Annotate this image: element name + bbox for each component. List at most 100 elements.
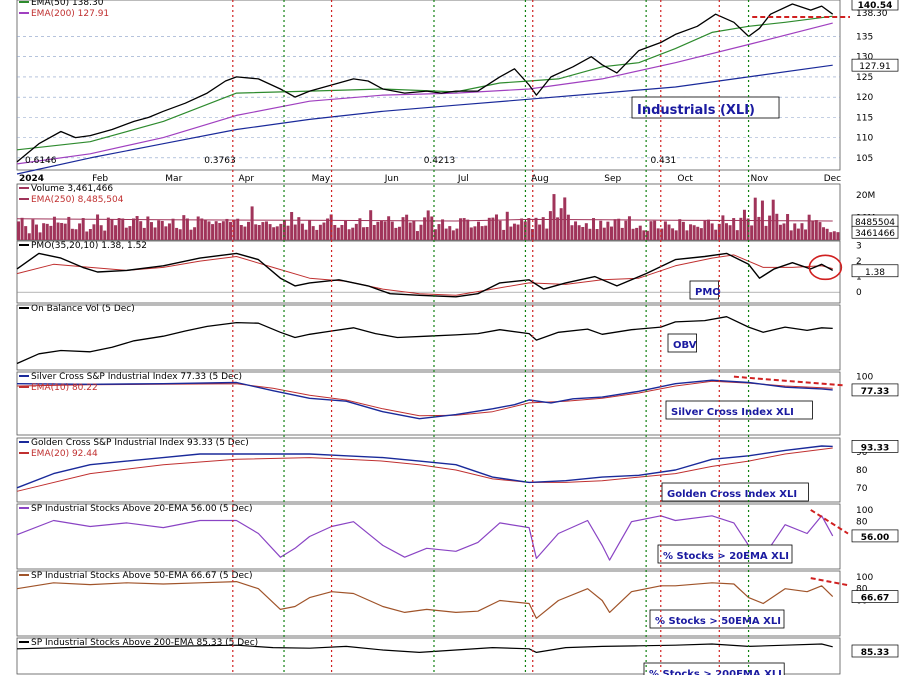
volume-bar xyxy=(42,223,46,240)
volume-bar xyxy=(663,221,667,240)
pmo-value-label: 1.38 xyxy=(865,268,885,278)
volume-bar xyxy=(264,221,268,240)
volume-bar xyxy=(279,223,283,240)
volume-bar xyxy=(592,218,596,240)
volume-bar xyxy=(340,224,344,240)
price-line xyxy=(16,3,834,163)
pct200-badge: % Stocks > 200EMA XLI xyxy=(649,669,782,675)
volume-bar xyxy=(631,228,635,240)
silver-ytick: 100 xyxy=(856,373,873,383)
volume-bar xyxy=(437,224,441,240)
volume-bar xyxy=(121,218,125,240)
volume-bar xyxy=(724,223,728,240)
volume-bar xyxy=(836,232,840,240)
price-low-label: 0.431 xyxy=(650,156,676,166)
volume-bar xyxy=(538,224,542,240)
volume-bar xyxy=(390,221,394,240)
golden-ema-line xyxy=(16,447,833,492)
pmo-signal-line xyxy=(16,254,833,296)
price-panel-frame xyxy=(16,0,841,171)
silver-legend-0: Silver Cross S&P Industrial Index 77.33 … xyxy=(31,372,242,382)
volume-bar xyxy=(433,229,437,240)
volume-bar xyxy=(358,218,362,240)
volume-bar xyxy=(800,223,804,240)
price-ema50-value: 138.30 xyxy=(856,9,888,19)
pct50-value-label: 66.67 xyxy=(861,594,889,604)
volume-bar xyxy=(671,228,675,240)
volume-bar xyxy=(778,224,782,240)
volume-bar xyxy=(229,221,233,240)
volume-bar xyxy=(211,224,215,240)
volume-bar xyxy=(329,214,333,240)
volume-bar xyxy=(527,218,531,240)
volume-bar xyxy=(804,229,808,240)
volume-bar xyxy=(444,228,448,240)
pct200-legend-swatch xyxy=(19,641,29,643)
volume-bar xyxy=(394,227,398,240)
golden-legend-1: EMA(20) 92.44 xyxy=(31,449,98,459)
volume-bar xyxy=(322,222,326,240)
x-axis-label: Dec xyxy=(824,174,841,184)
volume-last-value-label: 3461466 xyxy=(855,229,895,239)
volume-bar xyxy=(336,227,340,240)
volume-bar xyxy=(243,226,247,240)
obv-line xyxy=(16,316,833,365)
volume-bar xyxy=(782,223,786,240)
obv-legend-0: On Balance Vol (5 Dec) xyxy=(31,304,135,314)
silver-badge-box xyxy=(665,400,813,420)
volume-bar xyxy=(293,224,297,240)
price-ytick: 125 xyxy=(856,73,873,83)
volume-bar xyxy=(480,226,484,240)
volume-ema-line xyxy=(16,218,833,222)
volume-bar xyxy=(789,230,793,240)
volume-bar xyxy=(487,217,491,240)
pct20-badge: % Stocks > 20EMA XLI xyxy=(663,551,789,562)
volume-bar xyxy=(347,229,351,240)
volume-bar xyxy=(63,223,67,240)
price-legend-swatch xyxy=(19,12,29,14)
volume-bar xyxy=(117,218,121,240)
silver-index-line xyxy=(16,379,833,420)
volume-bar xyxy=(771,199,775,240)
volume-bar xyxy=(811,220,815,240)
volume-bar xyxy=(732,218,736,240)
volume-bar xyxy=(627,216,631,240)
volume-ema-value-label: 8485504 xyxy=(855,218,895,228)
volume-ytick: 20M xyxy=(856,191,875,201)
volume-bar xyxy=(829,232,833,240)
pmo-legend-0: PMO(35,20,10) 1.38, 1.52 xyxy=(31,241,147,251)
volume-bar xyxy=(239,224,243,240)
price-ema200-line xyxy=(16,22,833,165)
silver-value-label: 77.33 xyxy=(861,387,889,397)
volume-bar xyxy=(750,225,754,240)
pmo-badge-box xyxy=(689,280,720,300)
pct200-value-box xyxy=(851,644,899,658)
pct50-value-box xyxy=(851,590,899,603)
volume-bar xyxy=(502,229,506,240)
volume-bar xyxy=(60,222,64,240)
volume-bar xyxy=(764,225,768,240)
volume-bar xyxy=(365,227,369,240)
volume-bar xyxy=(466,219,470,240)
volume-bar xyxy=(599,220,603,240)
volume-bar xyxy=(344,220,348,240)
volume-bar xyxy=(678,219,682,240)
price-close-value-box xyxy=(851,0,899,11)
volume-bar xyxy=(67,216,71,240)
price-ytick: 110 xyxy=(856,134,873,144)
volume-bar xyxy=(405,214,409,240)
price-ytick: 135 xyxy=(856,32,873,42)
volume-bar xyxy=(387,216,391,240)
pct200-line xyxy=(16,643,833,653)
x-axis-label: 2024 xyxy=(19,174,44,184)
price-ytick: 130 xyxy=(856,53,873,63)
volume-bar xyxy=(609,226,613,240)
volume-bar xyxy=(297,217,301,240)
golden-legend-swatch xyxy=(19,452,29,454)
volume-bar xyxy=(451,230,455,240)
silver-trend-line xyxy=(733,375,845,387)
pct50-panel-frame xyxy=(16,570,841,637)
volume-legend-swatch xyxy=(19,187,29,189)
pmo-ytick: 1 xyxy=(856,273,862,283)
